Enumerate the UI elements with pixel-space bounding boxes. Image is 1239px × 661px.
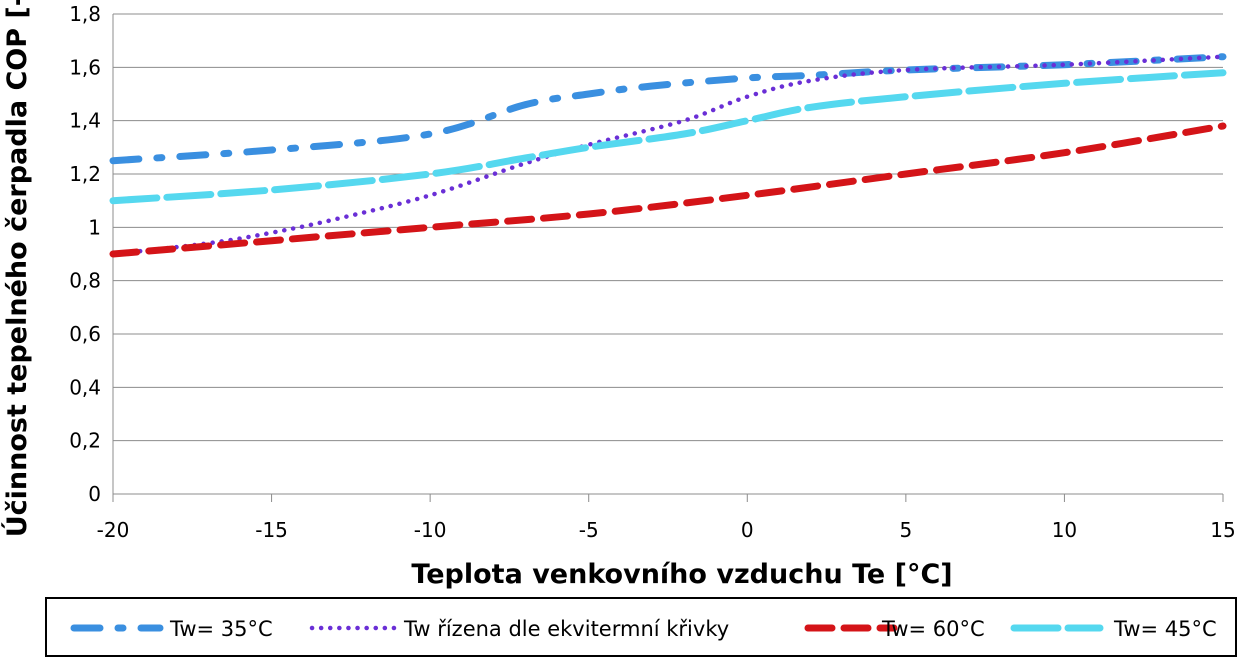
- x-tick-label: 0: [741, 518, 754, 542]
- x-tick-label: -20: [97, 518, 130, 542]
- series-line-tw-45-c: [109, 69, 1227, 205]
- y-tick-label: 1,8: [69, 2, 101, 26]
- legend-label: Tw řízena dle ekvitermní křivky: [403, 617, 729, 641]
- legend-label: Tw= 45°C: [1113, 617, 1217, 641]
- y-tick-label: 0: [88, 482, 101, 506]
- y-tick-label: 0,4: [69, 375, 101, 399]
- y-tick-label: 1,4: [69, 109, 101, 133]
- legend-label: Tw= 60°C: [881, 617, 985, 641]
- series-line-tw-zena-dle-ekvitermn-k-ivky: [110, 54, 1226, 257]
- y-tick-label: 1,6: [69, 55, 101, 79]
- legend: Tw= 35°C Tw řízena dle ekvitermní křivky T…: [45, 597, 1237, 657]
- x-tick-labels: -20 -15 -10 -5 0 5 10 15: [97, 494, 1236, 542]
- x-tick-label: 5: [899, 518, 912, 542]
- y-tick-label: 0,6: [69, 322, 101, 346]
- series-line-tw-35-c: [109, 53, 1227, 165]
- legend-label: Tw= 35°C: [169, 617, 273, 641]
- series-line-tw-60-c: [109, 122, 1227, 258]
- x-tick-label: -10: [414, 518, 447, 542]
- gridlines: [113, 13, 1223, 495]
- x-tick-label: -15: [255, 518, 288, 542]
- y-tick-label: 1: [88, 215, 101, 239]
- y-tick-label: 1,2: [69, 162, 101, 186]
- x-tick-label: 15: [1210, 518, 1235, 542]
- x-tick-label: -5: [579, 518, 599, 542]
- y-tick-labels: 0 0,2 0,4 0,6 0,8 1 1,2 1,4 1,6 1,8: [69, 2, 101, 506]
- y-tick-label: 0,8: [69, 269, 101, 293]
- series-lines: [109, 53, 1227, 258]
- x-tick-label: 10: [1052, 518, 1077, 542]
- x-axis-title: Teplota venkovního vzduchu Te [°C]: [411, 559, 952, 590]
- y-axis-title: Účinnost tepelného čerpadla COP [-]: [1, 0, 33, 537]
- y-tick-label: 0,2: [69, 429, 101, 453]
